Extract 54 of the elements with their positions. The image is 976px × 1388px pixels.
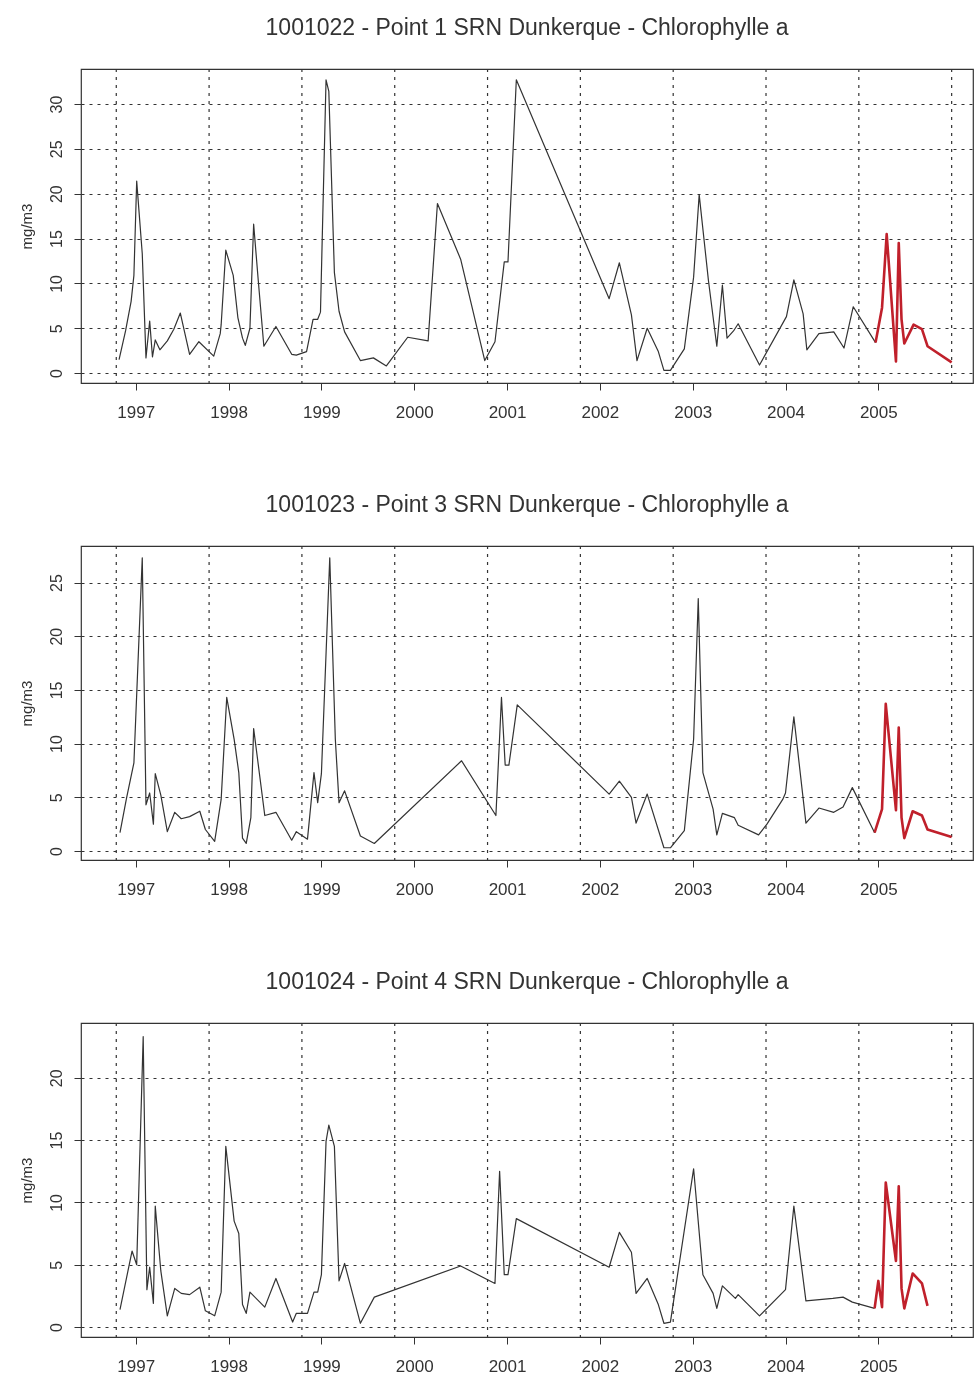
x-tick-label: 2001 xyxy=(488,1356,527,1376)
x-tick-label: 2003 xyxy=(674,879,713,899)
x-tick-label: 1998 xyxy=(210,1356,248,1376)
chart-title: 1001022 - Point 1 SRN Dunkerque - Chlorophylle a xyxy=(265,14,789,41)
x-tick-label: 2004 xyxy=(767,879,805,899)
x-tick-label: 1997 xyxy=(117,1356,156,1376)
x-tick-label: 2000 xyxy=(395,1356,434,1376)
y-tick-label: 10 xyxy=(47,274,65,293)
y-tick-label: 20 xyxy=(47,627,65,646)
y-tick-label: 25 xyxy=(47,574,65,592)
y-tick-label: 5 xyxy=(47,1260,65,1270)
y-tick-label: 0 xyxy=(47,369,65,379)
x-tick-label: 1999 xyxy=(302,402,341,422)
line-series xyxy=(873,1181,929,1310)
y-tick-label: 0 xyxy=(47,846,65,856)
x-tick-label: 1998 xyxy=(210,402,248,422)
x-tick-label: 2005 xyxy=(859,402,898,422)
y-tick-label: 25 xyxy=(47,140,65,159)
x-tick-label: 1998 xyxy=(210,879,248,899)
y-axis-title: mg/m3 xyxy=(17,680,35,727)
y-axis-title: mg/m3 xyxy=(17,203,35,250)
x-tick-label: 2004 xyxy=(767,1356,805,1376)
y-tick-label: 15 xyxy=(47,681,65,700)
chart-title: 1001024 - Point 4 SRN Dunkerque - Chlorophylle a xyxy=(265,968,789,995)
x-tick-label: 2002 xyxy=(581,879,620,899)
y-tick-label: 20 xyxy=(47,185,65,204)
y-tick-label: 30 xyxy=(47,95,65,114)
y-axis-title: mg/m3 xyxy=(17,1157,35,1204)
chart-title: 1001023 - Point 3 SRN Dunkerque - Chlorophylle a xyxy=(265,491,789,518)
x-tick-label: 2005 xyxy=(859,1356,898,1376)
y-tick-label: 5 xyxy=(47,793,65,803)
line-series xyxy=(873,702,953,840)
x-tick-label: 2002 xyxy=(581,402,620,422)
y-tick-label: 10 xyxy=(47,1193,65,1212)
x-tick-label: 2003 xyxy=(674,1356,713,1376)
x-tick-label: 2005 xyxy=(859,879,898,899)
x-tick-label: 1997 xyxy=(117,879,156,899)
y-tick-label: 15 xyxy=(47,1131,65,1150)
x-tick-label: 1999 xyxy=(302,879,341,899)
x-tick-label: 2001 xyxy=(488,402,527,422)
x-tick-label: 1999 xyxy=(302,1356,341,1376)
x-tick-label: 2002 xyxy=(581,1356,620,1376)
y-tick-label: 10 xyxy=(47,735,65,753)
y-tick-label: 15 xyxy=(47,230,65,248)
x-tick-label: 2003 xyxy=(674,402,713,422)
line-series xyxy=(874,232,953,364)
x-tick-label: 2000 xyxy=(395,879,434,899)
x-tick-label: 2000 xyxy=(395,402,434,422)
y-tick-label: 0 xyxy=(47,1322,65,1332)
x-tick-label: 1997 xyxy=(117,402,156,422)
y-tick-label: 20 xyxy=(47,1069,65,1088)
x-tick-label: 2004 xyxy=(767,402,805,422)
x-tick-label: 2001 xyxy=(488,879,527,899)
y-tick-label: 5 xyxy=(47,324,65,334)
